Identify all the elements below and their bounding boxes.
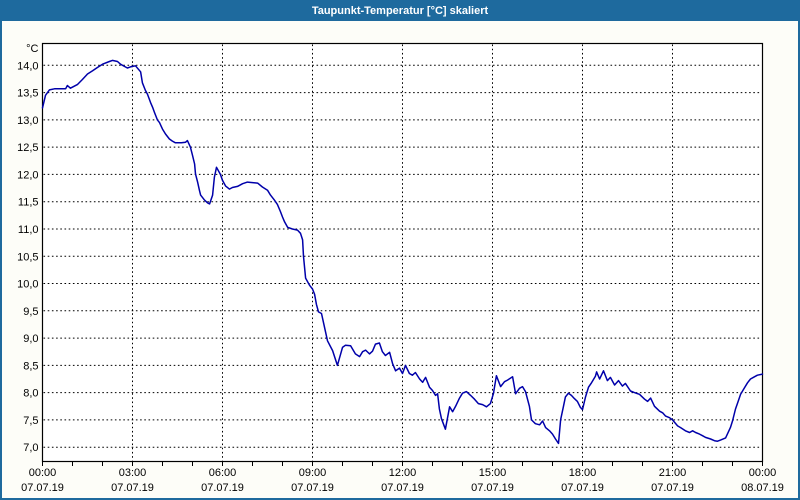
y-tick-label: 14,0 xyxy=(17,60,38,72)
window-titlebar[interactable]: Taupunkt-Temperatur [°C] skaliert xyxy=(2,2,798,21)
x-tick-date-label: 07.07.19 xyxy=(291,482,334,494)
y-tick-label: 9,0 xyxy=(23,333,38,345)
y-tick-label: 13,0 xyxy=(17,115,38,127)
dewpoint-series-line xyxy=(41,59,764,445)
x-tick-time-label: 15:00 xyxy=(479,467,507,479)
x-tick-date-label: 07.07.19 xyxy=(381,482,424,494)
chart-region: °C 14,0 13,5 13,0 12,5 12,0 11,5 11,0 10,5 10,0 9,… xyxy=(4,23,796,496)
x-tick-time-label: 12:00 xyxy=(389,467,417,479)
y-tick-label: 8,5 xyxy=(23,360,38,372)
x-tick-date-label: 07.07.19 xyxy=(561,482,604,494)
x-tick-date-label: 07.07.19 xyxy=(471,482,514,494)
y-tick-label: 10,0 xyxy=(17,279,38,291)
y-tick-label: 13,5 xyxy=(17,88,38,100)
x-tick-date-label: 07.07.19 xyxy=(111,482,154,494)
y-tick-label: 7,5 xyxy=(23,415,38,427)
y-tick-label: 7,0 xyxy=(23,442,38,454)
y-unit-label: °C xyxy=(26,43,38,55)
x-tick-date-label: 07.07.19 xyxy=(201,482,244,494)
window-title: Taupunkt-Temperatur [°C] skaliert xyxy=(311,5,489,17)
x-tick-time-label: 00:00 xyxy=(749,467,777,479)
x-tick-time-label: 21:00 xyxy=(659,467,687,479)
y-tick-label: 9,5 xyxy=(23,306,38,318)
x-tick-date-label: 08.07.19 xyxy=(741,482,784,494)
x-tick-date-label: 07.07.19 xyxy=(21,482,64,494)
x-tick-time-label: 09:00 xyxy=(299,467,327,479)
x-tick-time-label: 06:00 xyxy=(209,467,237,479)
y-tick-label: 12,0 xyxy=(17,169,38,181)
x-tick-time-label: 00:00 xyxy=(29,467,57,479)
y-tick-label: 12,5 xyxy=(17,142,38,154)
x-tick-time-label: 18:00 xyxy=(569,467,597,479)
y-tick-label: 11,0 xyxy=(18,224,39,236)
y-tick-label: 10,5 xyxy=(17,251,38,263)
x-tick-date-label: 07.07.19 xyxy=(651,482,694,494)
x-tick-time-label: 03:00 xyxy=(119,467,147,479)
dewpoint-chart: °C 14,0 13,5 13,0 12,5 12,0 11,5 11,0 10,5 10,0 9,… xyxy=(17,42,784,494)
y-tick-label: 11,5 xyxy=(18,197,39,209)
y-tick-label: 8,0 xyxy=(23,388,38,400)
